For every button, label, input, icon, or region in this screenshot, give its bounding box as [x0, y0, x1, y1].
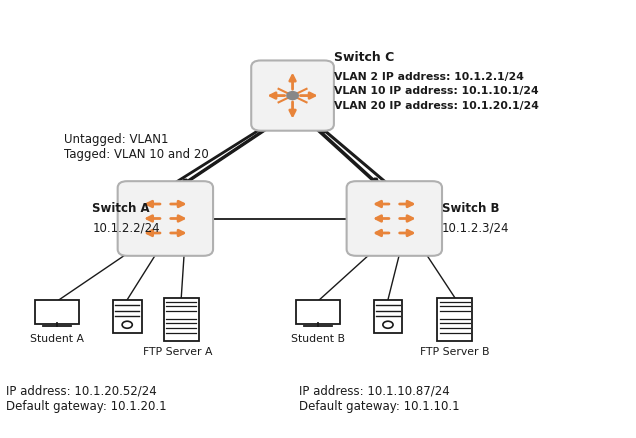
Text: Untagged: VLAN1
Tagged: VLAN 10 and 20: Untagged: VLAN1 Tagged: VLAN 10 and 20 [64, 133, 209, 161]
Text: VLAN 2 IP address: 10.1.2.1/24: VLAN 2 IP address: 10.1.2.1/24 [334, 72, 524, 82]
FancyBboxPatch shape [296, 300, 340, 324]
Text: VLAN 10 IP address: 10.1.10.1/24: VLAN 10 IP address: 10.1.10.1/24 [334, 86, 539, 96]
Bar [164, 298, 198, 342]
Text: IP address: 10.1.10.87/24
Default gateway: 10.1.10.1: IP address: 10.1.10.87/24 Default gatewa… [299, 384, 460, 412]
Bar [374, 300, 403, 333]
FancyBboxPatch shape [118, 182, 213, 256]
Text: Switch B: Switch B [442, 201, 499, 215]
Text: Student B: Student B [291, 333, 345, 343]
FancyBboxPatch shape [35, 300, 80, 324]
Text: IP address: 10.1.20.52/24
Default gateway: 10.1.20.1: IP address: 10.1.20.52/24 Default gatewa… [6, 384, 167, 412]
Text: Switch A: Switch A [92, 201, 150, 215]
FancyBboxPatch shape [347, 182, 442, 256]
Text: Student A: Student A [31, 333, 84, 343]
Circle shape [287, 92, 298, 100]
FancyBboxPatch shape [251, 61, 334, 131]
Text: FTP Server B: FTP Server B [420, 346, 490, 356]
Text: VLAN 20 IP address: 10.1.20.1/24: VLAN 20 IP address: 10.1.20.1/24 [334, 100, 539, 110]
Text: FTP Server A: FTP Server A [143, 346, 213, 356]
Text: 10.1.2.3/24: 10.1.2.3/24 [442, 221, 509, 234]
Text: 10.1.2.2/24: 10.1.2.2/24 [92, 221, 160, 234]
Bar [438, 298, 472, 342]
Bar [113, 300, 142, 333]
Text: Switch C: Switch C [334, 50, 394, 64]
